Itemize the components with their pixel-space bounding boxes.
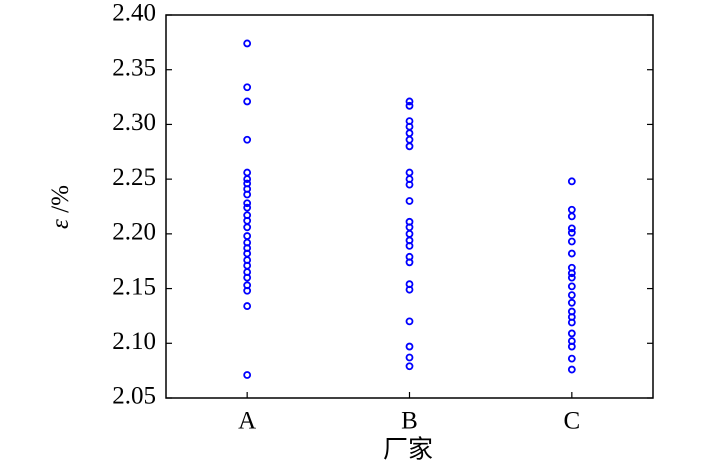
data-point bbox=[243, 302, 252, 310]
data-point bbox=[243, 286, 252, 295]
data-point bbox=[405, 241, 414, 250]
y-tick-label: 2.05 bbox=[112, 383, 156, 410]
x-tick-label: C bbox=[563, 408, 580, 435]
data-point bbox=[405, 197, 414, 205]
data-point bbox=[243, 97, 252, 106]
data-point bbox=[243, 371, 252, 379]
data-point bbox=[567, 365, 576, 374]
data-point bbox=[405, 258, 414, 267]
y-tick-label: 2.30 bbox=[112, 109, 156, 136]
data-point bbox=[405, 285, 414, 294]
data-point bbox=[243, 135, 252, 144]
data-point bbox=[243, 249, 252, 258]
data-point bbox=[405, 168, 414, 177]
data-point bbox=[405, 180, 414, 189]
data-point bbox=[405, 129, 414, 138]
y-tick-label: 2.35 bbox=[112, 54, 156, 81]
data-point bbox=[567, 342, 576, 351]
data-point bbox=[405, 97, 414, 106]
x-axis-label: 厂家 bbox=[383, 436, 433, 464]
data-point bbox=[567, 249, 576, 258]
data-point bbox=[243, 83, 252, 92]
data-point bbox=[567, 318, 576, 327]
data-point bbox=[405, 353, 414, 362]
y-tick-label: 2.15 bbox=[112, 273, 156, 300]
data-point bbox=[243, 168, 252, 177]
data-point bbox=[567, 205, 576, 214]
data-point bbox=[243, 232, 252, 240]
data-point bbox=[405, 101, 414, 110]
data-point bbox=[567, 354, 576, 363]
data-point bbox=[567, 273, 576, 282]
data-point bbox=[567, 224, 576, 233]
data-point bbox=[405, 135, 414, 144]
data-point bbox=[243, 175, 252, 184]
data-point bbox=[243, 39, 252, 48]
plot-frame bbox=[165, 14, 654, 399]
data-point bbox=[567, 237, 576, 246]
data-point bbox=[405, 229, 414, 238]
data-point bbox=[405, 362, 414, 371]
data-point bbox=[243, 190, 252, 199]
data-point bbox=[243, 273, 252, 282]
x-tick-label: A bbox=[238, 408, 256, 435]
data-point bbox=[567, 329, 576, 338]
data-point bbox=[567, 282, 576, 291]
y-tick-label: 2.10 bbox=[112, 328, 156, 355]
data-point bbox=[567, 298, 576, 307]
y-tick-label: 2.25 bbox=[112, 164, 156, 191]
data-point bbox=[567, 228, 576, 237]
data-point bbox=[405, 342, 414, 351]
data-point bbox=[243, 203, 252, 212]
data-point bbox=[243, 223, 252, 232]
y-label-unit: /% bbox=[47, 185, 74, 219]
data-point bbox=[567, 212, 576, 221]
data-point bbox=[405, 223, 414, 232]
y-label-symbol: ε bbox=[47, 219, 74, 229]
data-point bbox=[567, 269, 576, 278]
x-tick-label: B bbox=[401, 408, 418, 435]
data-point bbox=[243, 261, 252, 270]
data-point bbox=[567, 177, 576, 186]
data-point bbox=[567, 291, 576, 300]
data-point bbox=[243, 199, 252, 208]
data-point bbox=[405, 317, 414, 326]
data-point bbox=[243, 216, 252, 225]
y-tick-label: 2.20 bbox=[112, 219, 156, 246]
y-axis-label: ε /% bbox=[47, 185, 74, 229]
y-tick-label: 2.40 bbox=[112, 0, 156, 27]
data-point bbox=[405, 142, 414, 151]
